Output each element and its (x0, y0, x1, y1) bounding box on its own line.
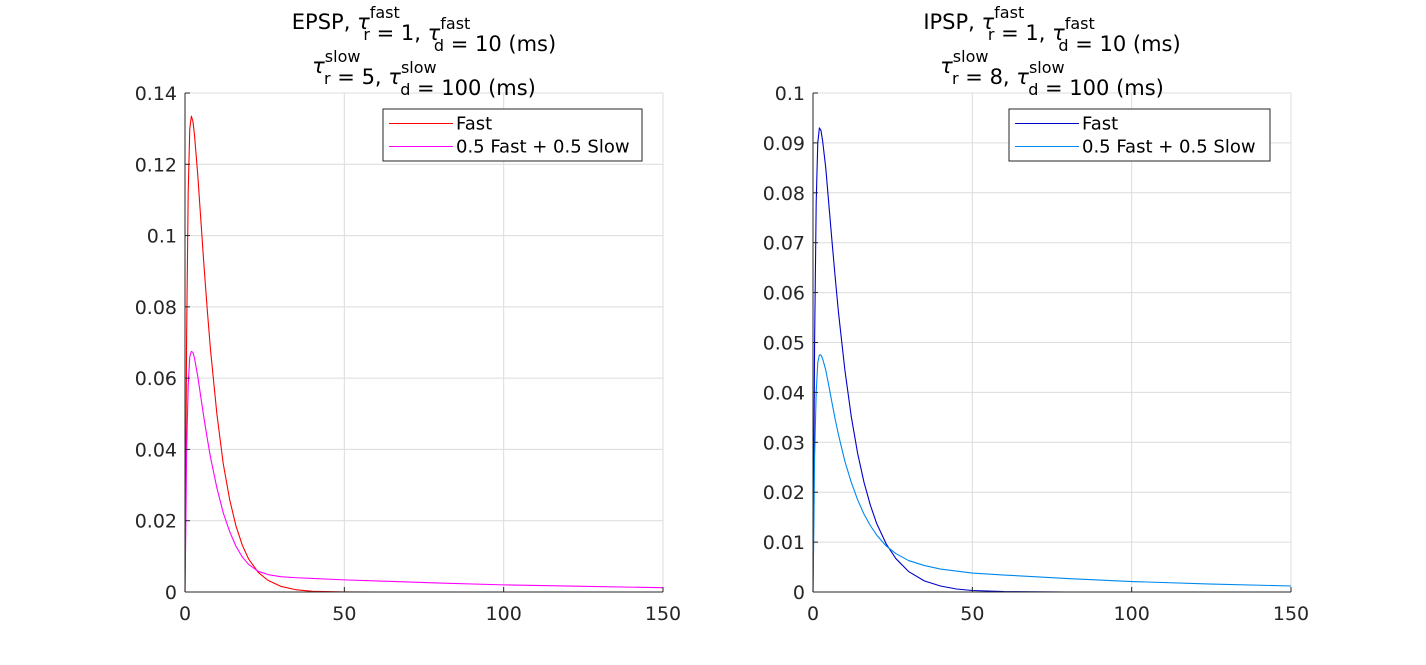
title-superscript: fast (1065, 14, 1095, 33)
title-text-segment: = 1, (370, 21, 428, 45)
title-subscript: r (363, 25, 370, 44)
y-tick-label: 0.12 (135, 154, 177, 176)
y-tick-label: 0.06 (763, 283, 805, 305)
y-tick-label: 0.07 (763, 233, 805, 255)
title-text-segment: = 8, (959, 65, 1017, 89)
y-tick-label: 0.05 (763, 333, 805, 355)
title-subscript: d (1028, 80, 1038, 99)
title-text-segment: IPSP, (923, 10, 981, 34)
title-text-segment: = 1, (994, 21, 1052, 45)
x-tick-label: 150 (645, 603, 681, 625)
y-tick-label: 0.02 (763, 482, 805, 504)
title-text-segment: = 5, (331, 65, 389, 89)
y-tick-label: 0.06 (135, 368, 177, 390)
title-text-segment: = 10 (ms) (444, 32, 556, 56)
legend-label: 0.5 Fast + 0.5 Slow (456, 137, 630, 158)
series-line-mixed (184, 350, 664, 593)
x-tick-label: 50 (960, 603, 984, 625)
y-tick-label: 0.01 (763, 532, 805, 554)
chart-title-line-2: τslow r = 8, τslow d = 100 (ms) (940, 47, 1164, 100)
title-superscript: slow (401, 58, 437, 77)
title-text-segment: = 100 (ms) (410, 76, 536, 100)
y-tick-label: 0.04 (763, 382, 805, 404)
chart-title-line-1: EPSP, τfast r = 1, τfast d = 10 (ms) (292, 3, 556, 56)
y-tick-label: 0.02 (135, 511, 177, 533)
ipsp-plot: 0 50 100 150 0 0.01 0.02 0.03 0.04 0.05 0.06 0.07 0.… (763, 3, 1309, 625)
title-symbol-tau: τ (388, 65, 401, 89)
y-tick-label: 0.1 (775, 83, 805, 105)
title-superscript: fast (440, 14, 470, 33)
y-tick-label: 0.04 (135, 439, 177, 461)
title-subscript: r (324, 69, 331, 88)
y-tick-label: 0 (793, 582, 805, 604)
title-superscript: fast (370, 3, 400, 22)
title-symbol-tau: τ (1052, 21, 1065, 45)
y-tick-label: 0.08 (763, 183, 805, 205)
title-superscript: fast (994, 3, 1024, 22)
series-line-fast (812, 127, 1291, 593)
plot-area (185, 93, 663, 592)
legend-box (1008, 108, 1271, 162)
y-tick-label: 0.09 (763, 133, 805, 155)
x-tick-label: 150 (1273, 603, 1309, 625)
title-subscript: r (952, 69, 959, 88)
legend-box (382, 108, 643, 162)
title-superscript: slow (953, 47, 989, 66)
title-subscript: d (400, 80, 410, 99)
title-text-segment: EPSP, (292, 10, 357, 34)
y-tick-label: 0.08 (135, 297, 177, 319)
epsp-plot: 0 50 100 150 0 0.02 0.04 0.06 0.08 0.1 0.12 0.14 EPS… (135, 3, 681, 625)
title-symbol-tau: τ (982, 10, 995, 34)
y-tick-label: 0.1 (147, 226, 177, 248)
series-line-mixed (812, 354, 1292, 593)
title-symbol-tau: τ (940, 54, 953, 78)
title-text-segment: = 100 (ms) (1038, 76, 1164, 100)
y-tick-label: 0.14 (135, 83, 177, 105)
title-symbol-tau: τ (312, 54, 325, 78)
x-tick-label: 0 (807, 603, 819, 625)
legend-label: Fast (456, 114, 492, 135)
x-tick-label: 0 (179, 603, 191, 625)
legend-label: Fast (1082, 114, 1118, 135)
title-symbol-tau: τ (357, 10, 370, 34)
title-text-segment: = 10 (ms) (1069, 32, 1181, 56)
y-tick-label: 0 (165, 582, 177, 604)
title-symbol-tau: τ (428, 21, 441, 45)
x-tick-label: 50 (332, 603, 356, 625)
title-subscript: d (434, 36, 444, 55)
title-subscript: r (988, 25, 995, 44)
chart-title-line-1: IPSP, τfast r = 1, τfast d = 10 (ms) (923, 3, 1180, 56)
legend-label: 0.5 Fast + 0.5 Slow (1082, 137, 1256, 158)
y-tick-label: 0.03 (763, 432, 805, 454)
x-tick-label: 100 (486, 603, 522, 625)
title-superscript: slow (325, 47, 361, 66)
title-subscript: d (1058, 36, 1068, 55)
chart-title-line-2: τslow r = 5, τslow d = 100 (ms) (312, 47, 536, 100)
x-tick-label: 100 (1114, 603, 1150, 625)
title-superscript: slow (1029, 58, 1065, 77)
title-symbol-tau: τ (1016, 65, 1029, 89)
series-line-fast (184, 115, 663, 593)
